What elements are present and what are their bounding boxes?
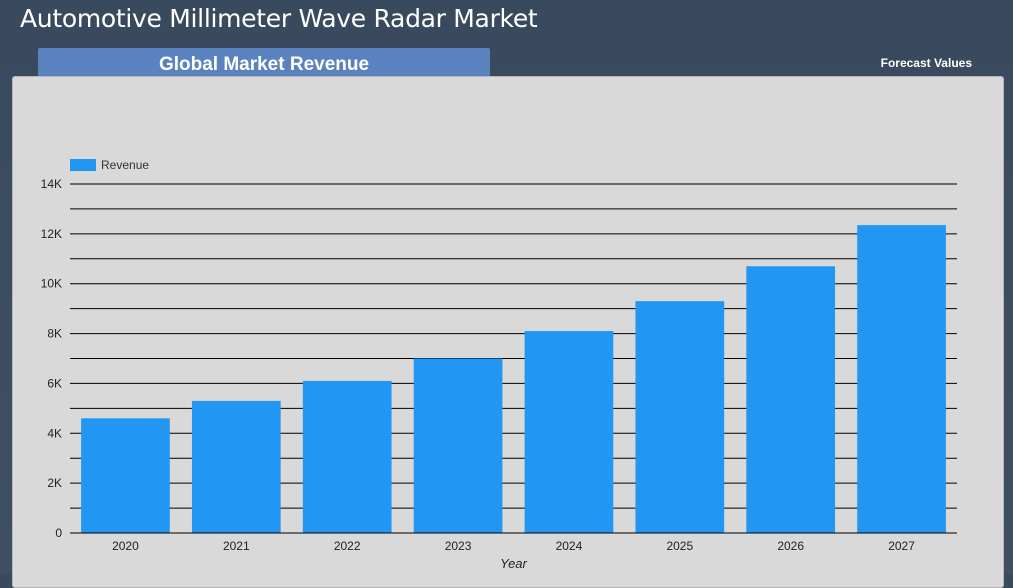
bar-2023[interactable]: [413, 358, 503, 534]
revenue-bar-chart: 0 2K 4K 6K 8K 10K 12K 14K 2020 2021 2022 2023 2024 20…: [41, 158, 957, 571]
y-tick-label: 12K: [41, 227, 62, 241]
bar-2024[interactable]: [524, 331, 614, 533]
bar-2022[interactable]: [302, 380, 392, 533]
page-title: Automotive Millimeter Wave Radar Market: [20, 4, 538, 33]
y-tick-label: 0: [55, 526, 62, 540]
x-tick-label: 2026: [777, 539, 804, 553]
legend-label-revenue: Revenue: [101, 158, 149, 172]
bar-2025[interactable]: [635, 301, 725, 533]
forecast-values-label[interactable]: Forecast Values: [880, 56, 972, 70]
bar-2026[interactable]: [746, 266, 836, 533]
y-tick-label: 6K: [47, 376, 62, 390]
bar-2020[interactable]: [81, 418, 170, 533]
x-tick-label: 2022: [334, 539, 361, 553]
x-axis-title: Year: [500, 556, 527, 571]
y-tick-label: 2K: [47, 476, 62, 490]
x-tick-label: 2021: [223, 539, 250, 553]
chart-panel: 0 2K 4K 6K 8K 10K 12K 14K 2020 2021 2022 2023 2024 20…: [12, 76, 1004, 588]
x-tick-label: 2027: [888, 539, 915, 553]
legend-swatch-revenue: [70, 159, 96, 171]
y-tick-label: 8K: [47, 327, 62, 341]
y-tick-label: 4K: [47, 426, 62, 440]
x-tick-label: 2023: [445, 539, 472, 553]
x-tick-label: 2024: [556, 539, 583, 553]
bar-2027[interactable]: [857, 225, 946, 533]
x-tick-label: 2025: [666, 539, 693, 553]
x-tick-label: 2020: [112, 539, 139, 553]
y-tick-label: 14K: [41, 177, 62, 191]
y-tick-label: 10K: [41, 277, 62, 291]
bar-2021[interactable]: [191, 400, 281, 533]
